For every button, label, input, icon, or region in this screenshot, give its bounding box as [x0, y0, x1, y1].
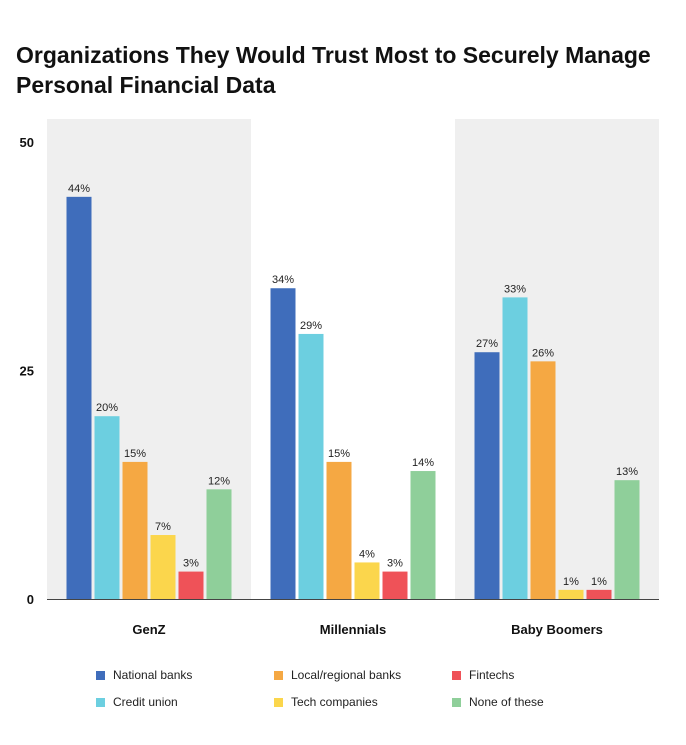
bar-value-label: 44%	[68, 183, 90, 195]
legend-swatch	[96, 697, 105, 707]
legend-item-tech-companies: Tech companies	[274, 695, 378, 709]
bar	[178, 571, 204, 599]
legend-item-national-banks: National banks	[96, 668, 192, 682]
bar-value-label: 27%	[476, 338, 498, 350]
legend-item-credit-union: Credit union	[96, 695, 178, 709]
legend-item-none-of-these: None of these	[452, 695, 544, 709]
bar-value-label: 15%	[328, 448, 350, 460]
bar	[94, 416, 120, 599]
category-label: GenZ	[132, 622, 165, 637]
bar	[614, 480, 640, 599]
bar	[298, 333, 324, 599]
bar-value-label: 14%	[412, 457, 434, 469]
bar-value-label: 1%	[591, 576, 607, 588]
bar-value-label: 26%	[532, 347, 554, 359]
legend-label: Credit union	[113, 695, 178, 709]
bar	[558, 589, 584, 599]
bar	[530, 361, 556, 599]
bar-value-label: 29%	[300, 320, 322, 332]
bar-value-label: 3%	[183, 558, 199, 570]
legend-swatch	[96, 670, 105, 680]
bar	[206, 489, 232, 599]
legend-label: None of these	[469, 695, 544, 709]
bar-value-label: 20%	[96, 402, 118, 414]
bar-value-label: 34%	[272, 274, 294, 286]
legend-swatch	[452, 670, 461, 680]
bar	[122, 461, 148, 599]
bar	[474, 352, 500, 599]
y-tick-label: 50	[20, 135, 34, 150]
legend-label: Local/regional banks	[291, 668, 402, 682]
legend-label: National banks	[113, 668, 193, 682]
bar-value-label: 33%	[504, 283, 526, 295]
category-label: Millennials	[320, 622, 386, 637]
legend-item-local-regional-banks: Local/regional banks	[274, 668, 401, 682]
bar	[326, 461, 352, 599]
bar-value-label: 3%	[387, 558, 403, 570]
bar	[150, 535, 176, 599]
bar-chart: 0 25 50 44% 20% 15% 7% 3% 12% GenZ 34% 29% 15% 4% 3% 14…	[20, 119, 659, 637]
bar-value-label: 13%	[616, 466, 638, 478]
legend-label: Tech companies	[291, 695, 378, 709]
bar-value-label: 12%	[208, 475, 230, 487]
legend-swatch	[452, 697, 461, 707]
y-tick-label: 0	[27, 592, 34, 607]
bar-value-label: 1%	[563, 576, 579, 588]
legend-swatch	[274, 670, 283, 680]
bar	[502, 297, 528, 599]
category-label: Baby Boomers	[511, 622, 603, 637]
bar	[270, 288, 296, 599]
bar	[382, 571, 408, 599]
bar	[66, 196, 92, 599]
bar-value-label: 15%	[124, 448, 146, 460]
legend-item-fintechs: Fintechs	[452, 668, 514, 682]
bar	[354, 562, 380, 599]
bar	[586, 589, 612, 599]
chart-title: Organizations They Would Trust Most to S…	[16, 42, 651, 98]
bar-value-label: 4%	[359, 548, 375, 560]
legend-swatch	[274, 697, 283, 707]
y-tick-label: 25	[20, 364, 34, 379]
bar-value-label: 7%	[155, 521, 171, 533]
bar	[410, 471, 436, 599]
legend-label: Fintechs	[469, 668, 515, 682]
